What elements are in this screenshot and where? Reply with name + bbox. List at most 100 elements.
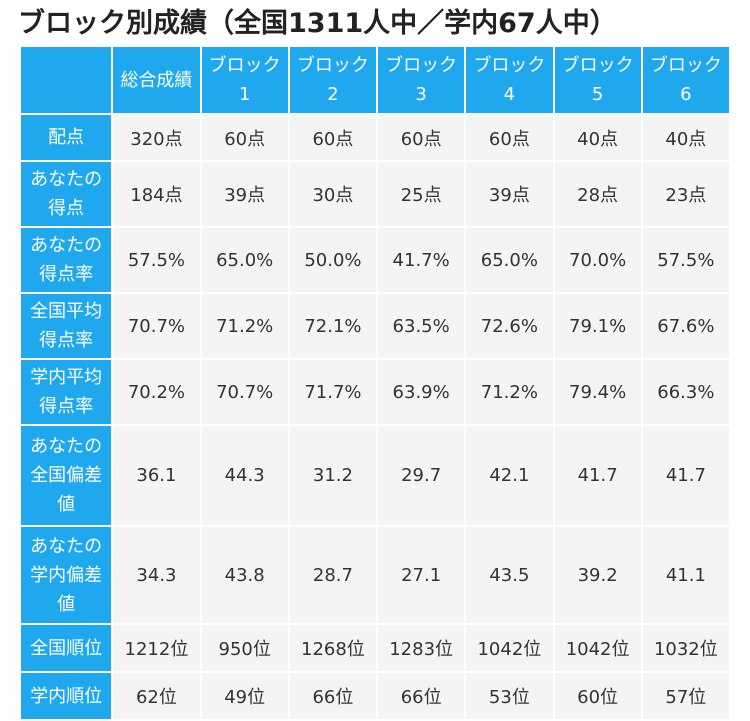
row-header: あなたの 学内偏差 値 [21,527,112,623]
table-cell: 28点 [554,162,641,226]
table-cell: 1032位 [642,625,729,671]
table-cell: 36.1 [113,426,200,525]
table-cell: 43.8 [201,527,288,623]
table-cell: 60点 [289,115,377,160]
table-cell: 28.7 [289,527,377,623]
table-cell: 49位 [201,673,288,719]
row-header: あなたの 得点 [21,162,112,226]
table-cell: 67.6% [642,294,729,358]
row-header-line: 学内順位 [30,685,103,707]
table-cell: 31.2 [289,426,377,525]
table-cell: 30点 [289,162,377,226]
table-cell: 65.0% [201,228,288,292]
row-header-line: 学内偏差 [30,564,103,586]
table-cell: 23点 [642,162,729,226]
table-cell: 57.5% [642,228,729,292]
table-cell: 79.4% [554,360,641,424]
column-header-block-2: ブロック 2 [289,47,377,113]
table-row: 配点 320点 60点 60点 60点 60点 40点 40点 [21,115,729,160]
table-cell: 71.7% [289,360,377,424]
table-cell: 72.6% [466,294,553,358]
table-cell: 60点 [201,115,288,160]
table-row: 学内平均 得点率 70.2% 70.7% 71.7% 63.9% 71.2% 7… [21,360,729,424]
table-cell: 60点 [378,115,465,160]
table-row: あなたの 全国偏差 値 36.1 44.3 31.2 29.7 42.1 41.… [21,426,729,525]
score-table: 総合成績 ブロック 1 ブロック 2 ブロック 3 ブロック 4 ブロック 5 [19,45,731,721]
row-header-line: 全国偏差 [30,465,103,486]
table-cell: 71.2% [201,294,288,358]
column-header-block-3: ブロック 3 [378,47,465,113]
table-cell: 39.2 [554,527,641,623]
column-header-block-5: ブロック 5 [554,47,641,113]
column-header-block-6: ブロック 6 [642,47,729,113]
table-cell: 39点 [201,162,288,226]
row-header-line: 学内平均 [30,367,103,388]
table-cell: 1212位 [113,625,200,671]
table-cell: 42.1 [466,426,553,525]
table-cell: 79.1% [554,294,641,358]
row-header: 全国順位 [21,625,112,671]
table-cell: 41.1 [642,527,729,623]
table-cell: 50.0% [289,228,377,292]
row-header-line: 全国平均 [30,301,103,322]
row-header: 配点 [21,115,112,160]
table-cell: 41.7 [554,426,641,525]
table-cell: 63.9% [378,360,465,424]
row-header: 学内平均 得点率 [21,360,112,424]
column-header-number: 1 [238,84,251,105]
row-header: あなたの 得点率 [21,228,112,292]
row-header: 全国平均 得点率 [21,294,112,358]
column-header-label: ブロック [649,55,722,76]
row-header-line: あなたの [30,535,103,557]
column-header-label: ブロック [208,55,281,76]
table-cell: 66位 [289,673,377,719]
table-cell: 1042位 [554,625,641,671]
table-cell: 70.0% [554,228,641,292]
column-header-number: 3 [415,84,427,105]
table-cell: 1283位 [378,625,465,671]
row-header-line: 得点率 [39,264,94,285]
row-header-line: 得点 [48,198,85,219]
row-header-line: 値 [57,494,76,515]
page-title: ブロック別成績（全国1311人中／学内67人中） [18,8,617,39]
table-row: あなたの 得点 184点 39点 30点 25点 39点 28点 23点 [21,162,729,226]
table-cell: 70.7% [201,360,288,424]
table-cell: 40点 [554,115,641,160]
header-row: 総合成績 ブロック 1 ブロック 2 ブロック 3 ブロック 4 ブロック 5 [21,47,729,113]
table-cell: 60点 [466,115,553,160]
table-row: 学内順位 62位 49位 66位 66位 53位 60位 57位 [21,673,729,719]
table-cell: 41.7 [642,426,729,525]
table-cell: 57位 [642,673,729,719]
table-cell: 27.1 [378,527,465,623]
table-cell: 70.2% [113,360,200,424]
table-cell: 29.7 [378,426,465,525]
row-header-line: 得点率 [39,330,94,351]
table-cell: 34.3 [113,527,200,623]
corner-cell [21,47,112,113]
table-cell: 71.2% [466,360,553,424]
table-cell: 66.3% [642,360,729,424]
row-header: あなたの 全国偏差 値 [21,426,112,525]
table-cell: 39点 [466,162,553,226]
table-cell: 320点 [113,115,200,160]
table-cell: 57.5% [113,228,200,292]
table-cell: 44.3 [201,426,288,525]
row-header: 学内順位 [21,673,112,719]
column-header-block-1: ブロック 1 [201,47,288,113]
column-header-label: ブロック [473,55,546,76]
table-cell: 63.5% [378,294,465,358]
table-cell: 60位 [554,673,641,719]
table-row: 全国平均 得点率 70.7% 71.2% 72.1% 63.5% 72.6% 7… [21,294,729,358]
table-cell: 65.0% [466,228,553,292]
row-header-line: 配点 [48,127,85,148]
table-cell: 1042位 [466,625,553,671]
column-header-number: 5 [591,84,604,105]
column-header-label: ブロック [385,55,458,76]
row-header-line: あなたの [30,436,103,457]
table-row: あなたの 学内偏差 値 34.3 43.8 28.7 27.1 43.5 39.… [21,527,729,623]
table-cell: 41.7% [378,228,465,292]
column-header-label: ブロック [561,55,634,76]
table-cell: 184点 [113,162,200,226]
table-cell: 53位 [466,673,553,719]
column-header-total: 総合成績 [113,47,200,113]
